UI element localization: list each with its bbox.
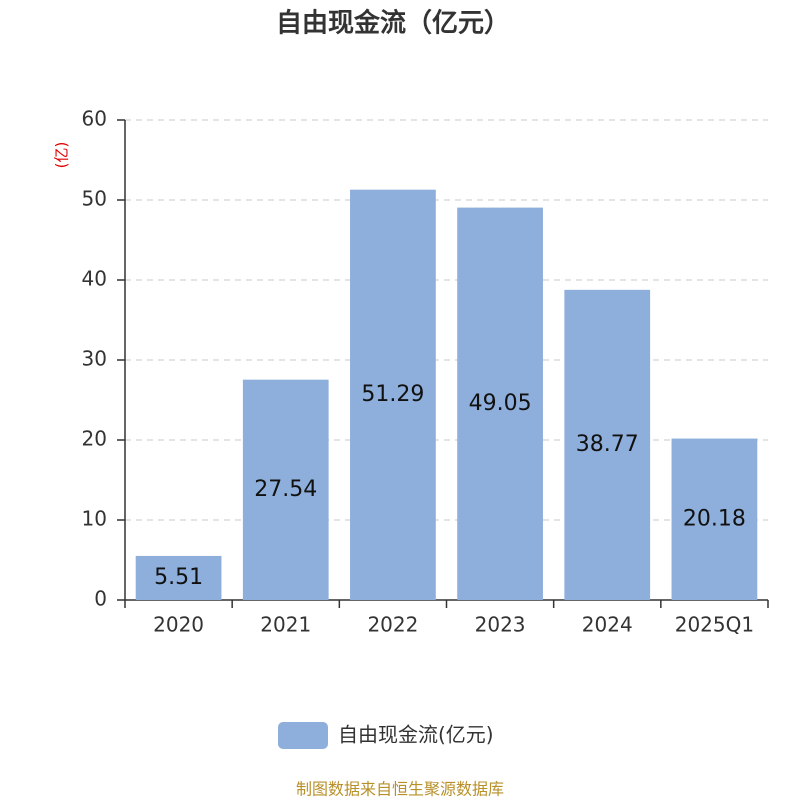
x-tick-label: 2021: [260, 613, 311, 637]
data-label: 27.54: [254, 477, 317, 502]
data-label: 5.51: [154, 565, 203, 590]
bar: [564, 289, 651, 600]
y-tick-label: 40: [82, 267, 107, 291]
x-tick-label: 2025Q1: [675, 613, 754, 637]
y-unit: (亿): [53, 142, 71, 169]
chart-title: 自由现金流（亿元）: [276, 8, 510, 39]
bar: [671, 438, 758, 600]
legend-swatch: [278, 722, 328, 749]
bar: [350, 189, 436, 600]
bar: [135, 555, 222, 600]
bar: [457, 207, 543, 600]
y-tick-label: 10: [82, 507, 107, 531]
source-note: 制图数据来自恒生聚源数据库: [296, 780, 504, 799]
y-tick-label: 60: [82, 107, 107, 131]
data-label: 20.18: [683, 506, 746, 531]
bar: [242, 379, 329, 600]
x-tick-label: 2020: [153, 613, 204, 637]
data-label: 49.05: [469, 391, 532, 416]
y-tick-label: 0: [94, 587, 107, 611]
y-tick-label: 30: [82, 347, 107, 371]
x-tick-label: 2022: [367, 613, 418, 637]
y-tick-label: 20: [82, 427, 107, 451]
data-label: 51.29: [361, 382, 424, 407]
x-tick-label: 2024: [582, 613, 633, 637]
x-tick-label: 2023: [475, 613, 526, 637]
data-label: 38.77: [576, 432, 639, 457]
y-tick-label: 50: [82, 187, 107, 211]
legend-label: 自由现金流(亿元): [338, 723, 494, 747]
